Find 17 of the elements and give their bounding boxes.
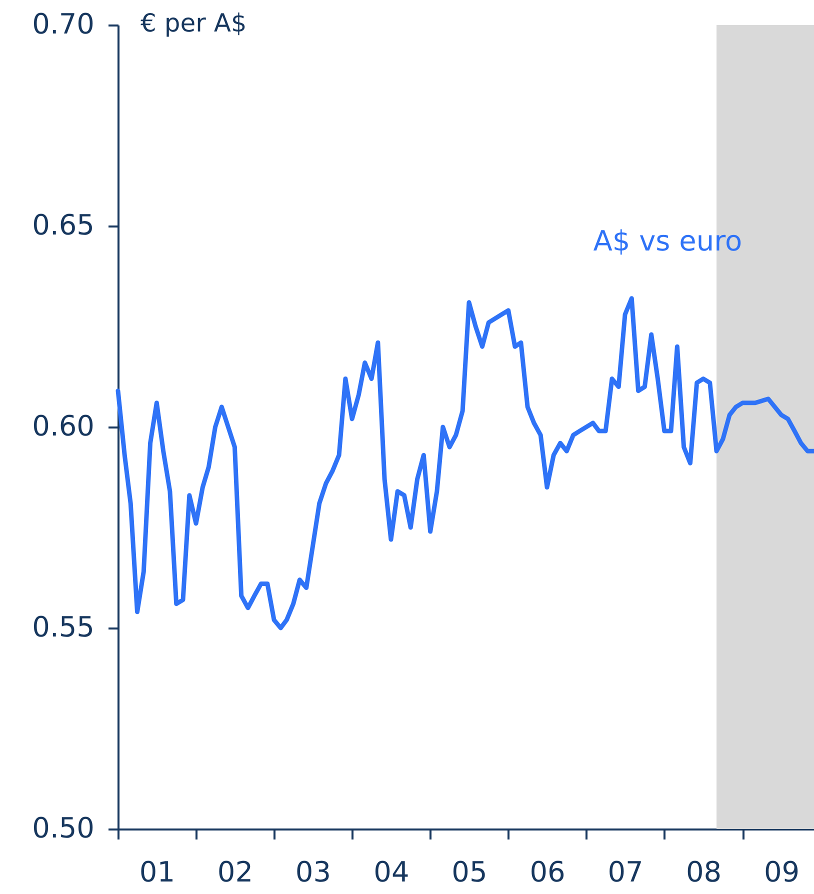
x-tick-label: 02 [217, 856, 254, 888]
y-axis-title: € per A$ [140, 8, 247, 38]
text: A$ vs euro [593, 224, 742, 258]
y-tick-label: 0.65 [32, 208, 94, 242]
x-tick-label: 04 [374, 856, 410, 888]
x-tick-label: 03 [295, 856, 332, 888]
y-tick-label: 0.60 [32, 410, 94, 442]
x-tick-label: 08 [686, 856, 722, 888]
y-tick-label: 0.70 [32, 8, 94, 40]
x-tick-label: 06 [530, 856, 566, 888]
x-tick-label: 07 [608, 856, 644, 888]
y-tick-label: 0.55 [32, 610, 94, 644]
y-tick-label: 0.50 [32, 812, 94, 844]
x-tick-label: 05 [452, 856, 488, 888]
x-tick-label: 01 [139, 856, 176, 888]
x-tick-label: 09 [764, 856, 800, 888]
line-series [116, 296, 814, 630]
